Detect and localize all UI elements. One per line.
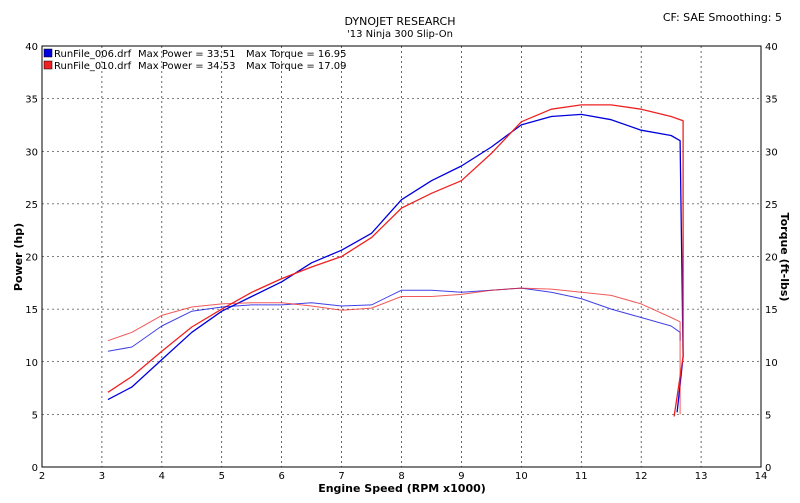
y-tick-label-right: 30 bbox=[765, 147, 778, 158]
x-tick-label: 9 bbox=[458, 471, 464, 482]
legend-file: RunFile_010.drf bbox=[54, 61, 132, 72]
y-tick-label-left: 5 bbox=[32, 410, 38, 421]
y-axis-label-left: Power (hp) bbox=[12, 223, 25, 291]
legend-file: RunFile_006.drf bbox=[54, 49, 132, 60]
x-tick-label: 6 bbox=[278, 471, 284, 482]
y-tick-label-right: 25 bbox=[765, 200, 778, 211]
grid-lines bbox=[42, 46, 761, 467]
y-tick-label-right: 20 bbox=[765, 253, 778, 264]
x-tick-label: 7 bbox=[338, 471, 344, 482]
torque-line-runfile-006-drf bbox=[107, 287, 681, 352]
y-tick-label-left: 30 bbox=[25, 147, 38, 158]
x-tick-label: 11 bbox=[575, 471, 588, 482]
y-tick-label-right: 5 bbox=[765, 410, 771, 421]
x-tick-label: 10 bbox=[515, 471, 528, 482]
x-tick-label: 12 bbox=[635, 471, 648, 482]
legend-swatch bbox=[43, 48, 53, 58]
legend-max-power: Max Power = 34.53 bbox=[138, 61, 235, 72]
x-axis-label: Engine Speed (RPM x1000) bbox=[318, 482, 486, 495]
x-tick-label: 5 bbox=[219, 471, 225, 482]
power-line-runfile-010-drf bbox=[107, 104, 684, 417]
series-lines bbox=[107, 104, 684, 417]
legend-swatch bbox=[43, 60, 53, 70]
y-tick-label-right: 10 bbox=[765, 358, 778, 369]
x-tick-label: 8 bbox=[398, 471, 404, 482]
power-line-runfile-006-drf bbox=[107, 113, 684, 413]
y-tick-label-left: 25 bbox=[25, 200, 38, 211]
legend: RunFile_006.drf Max Power = 33.51 Max Torq… bbox=[43, 48, 347, 72]
y-tick-label-left: 10 bbox=[25, 358, 38, 369]
legend-max-torque: Max Torque = 17.09 bbox=[246, 61, 347, 72]
chart-subtitle: '13 Ninja 300 Slip-On bbox=[347, 29, 453, 40]
y-tick-label-left: 0 bbox=[32, 463, 38, 474]
plot-frame bbox=[41, 45, 762, 468]
y-tick-label-left: 20 bbox=[25, 253, 38, 264]
x-tick-label: 4 bbox=[159, 471, 165, 482]
y-tick-label-right: 0 bbox=[765, 463, 771, 474]
torque-line-runfile-010-drf bbox=[107, 287, 681, 415]
y-tick-label-left: 40 bbox=[25, 42, 38, 53]
x-tick-label: 14 bbox=[755, 471, 768, 482]
y-axis-label-right: Torque (ft-lbs) bbox=[778, 213, 791, 302]
legend-max-power: Max Power = 33.51 bbox=[138, 49, 235, 60]
y-tick-label-right: 15 bbox=[765, 305, 778, 316]
y-tick-label-right: 35 bbox=[765, 95, 778, 106]
y-tick-label-right: 40 bbox=[765, 42, 778, 53]
y-tick-label-left: 15 bbox=[25, 305, 38, 316]
x-tick-label: 13 bbox=[695, 471, 708, 482]
legend-max-torque: Max Torque = 16.95 bbox=[246, 49, 347, 60]
x-tick-label: 2 bbox=[39, 471, 45, 482]
correction-info: CF: SAE Smoothing: 5 bbox=[662, 11, 782, 24]
chart-title: DYNOJET RESEARCH bbox=[344, 15, 456, 28]
y-tick-label-left: 35 bbox=[25, 95, 38, 106]
x-tick-label: 3 bbox=[99, 471, 105, 482]
